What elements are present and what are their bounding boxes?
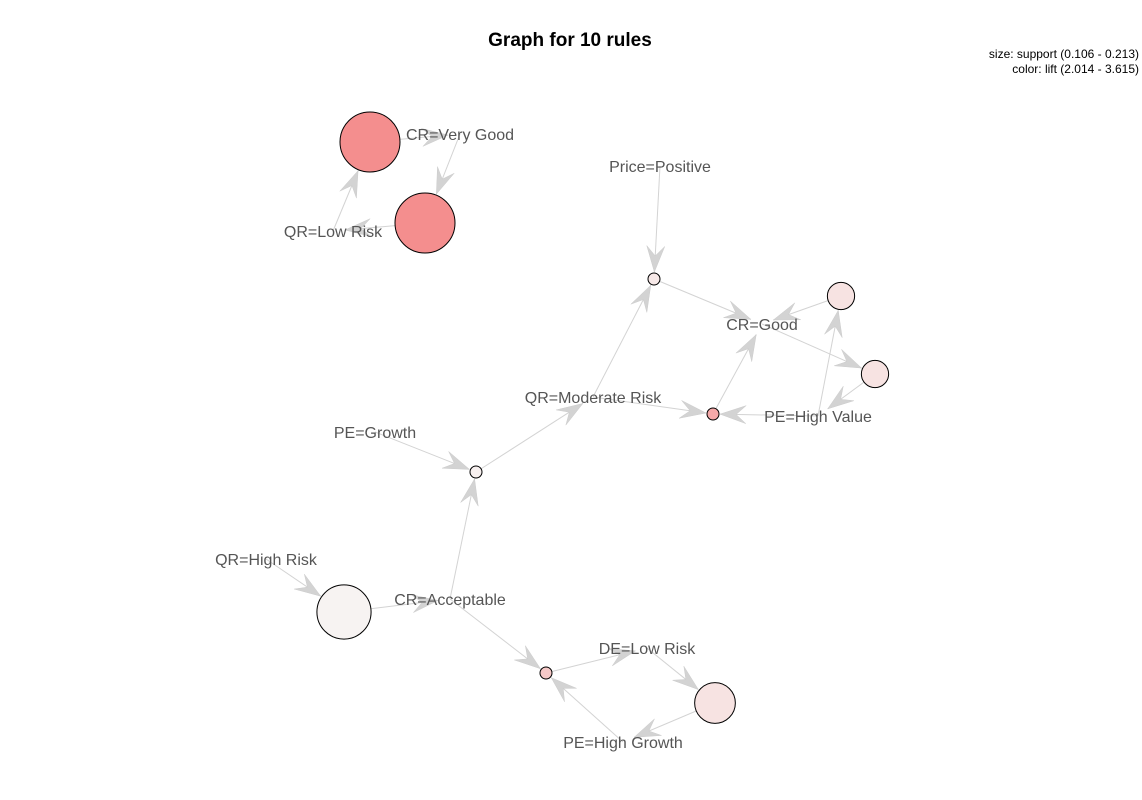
item-label-pe-hv: PE=High Value	[764, 409, 872, 426]
item-label-price-pos: Price=Positive	[609, 159, 711, 176]
rule-node-r4	[826, 281, 856, 311]
legend-color-text: color: lift (2.014 - 3.615)	[1012, 62, 1139, 76]
edge-pe_hv-to-r6-arrowhead	[719, 405, 747, 424]
rule-node-r3	[647, 272, 661, 286]
item-label-qr-low: QR=Low Risk	[284, 224, 383, 241]
item-label-cr-good: CR=Good	[726, 317, 798, 334]
item-labels-layer: CR=Very Good Price=Positive QR=Low Risk CR=…	[215, 127, 872, 752]
rule-node-r2	[394, 192, 456, 254]
edge-pe_hv-to-r4	[817, 310, 839, 417]
edge-qr_mod-to-r3-arrowhead	[630, 284, 652, 313]
edges-layer	[265, 128, 876, 743]
rule-node-r1	[339, 111, 401, 173]
edge-r6-to-cr_good-arrowhead	[735, 333, 757, 362]
rule-nodes-layer	[316, 111, 890, 724]
item-label-qr-mod: QR=Moderate Risk	[525, 390, 662, 407]
edge-r3-to-cr_good-arrowhead	[723, 300, 752, 320]
item-label-cr-acc: CR=Acceptable	[394, 592, 506, 609]
edge-qr_mod-to-r3	[592, 284, 652, 398]
edge-pe_growth-to-r7-arrowhead	[441, 451, 471, 470]
edge-pe_hg-to-r9-arrowhead	[550, 677, 577, 702]
edge-r2-to-qr_low-arrowhead	[344, 218, 372, 237]
legend-size-text: size: support (0.106 - 0.213)	[989, 47, 1139, 61]
graph-title: Graph for 10 rules	[488, 30, 652, 51]
edge-r1-to-cr_vg-arrowhead	[421, 128, 449, 147]
item-label-qr-high: QR=High Risk	[215, 552, 318, 569]
item-label-cr-vg: CR=Very Good	[406, 127, 514, 144]
edge-r7-to-qr_mod	[475, 403, 584, 473]
edge-cr_acc-to-r9-arrowhead	[514, 645, 542, 670]
rule-node-r9	[539, 666, 553, 680]
edge-r10-to-pe_hg-arrowhead	[633, 718, 662, 738]
edge-cr_acc-to-r9	[449, 598, 541, 670]
edge-price_pos-to-r3	[653, 165, 661, 273]
edge-r7-to-qr_mod-arrowhead	[556, 403, 584, 426]
rule-node-r6	[706, 407, 720, 421]
rule-node-r10	[694, 682, 736, 724]
edge-r9-to-de_low-arrowhead	[607, 648, 637, 667]
edge-cr_good-to-r5	[761, 323, 862, 369]
edge-price_pos-to-r3-arrowhead	[646, 245, 665, 273]
edge-r3-to-cr_good	[653, 278, 752, 320]
edge-pe_growth-to-r7	[374, 431, 470, 470]
item-label-de-low: DE=Low Risk	[599, 641, 696, 658]
edge-pe_hv-to-r4-arrowhead	[824, 309, 843, 338]
edge-r5-to-pe_hv-arrowhead	[827, 386, 855, 410]
edge-cr_acc-to-r7-arrowhead	[460, 478, 479, 507]
edge-r4-to-cr_good-arrowhead	[772, 302, 801, 321]
edge-de_low-to-r10-arrowhead	[672, 666, 699, 691]
edge-qr_low-to-r1-arrowhead	[339, 169, 359, 199]
item-label-pe-growth: PE=Growth	[334, 425, 416, 442]
rule-node-r8	[316, 584, 372, 640]
edge-qr_mod-to-r6-arrowhead	[678, 400, 707, 419]
rule-node-r5	[860, 359, 890, 389]
edge-qr_mod-to-r6	[592, 396, 707, 414]
edge-cr_vg-to-r2-arrowhead	[436, 166, 455, 195]
rule-node-r7	[469, 465, 483, 479]
edge-r8-to-cr_acc-arrowhead	[411, 594, 439, 613]
edge-cr_good-to-r5-arrowhead	[834, 349, 863, 369]
edge-qr_high-to-r8-arrowhead	[294, 574, 322, 597]
edge-cr_acc-to-r7	[449, 478, 476, 600]
item-label-pe-hg: PE=High Growth	[563, 735, 683, 752]
